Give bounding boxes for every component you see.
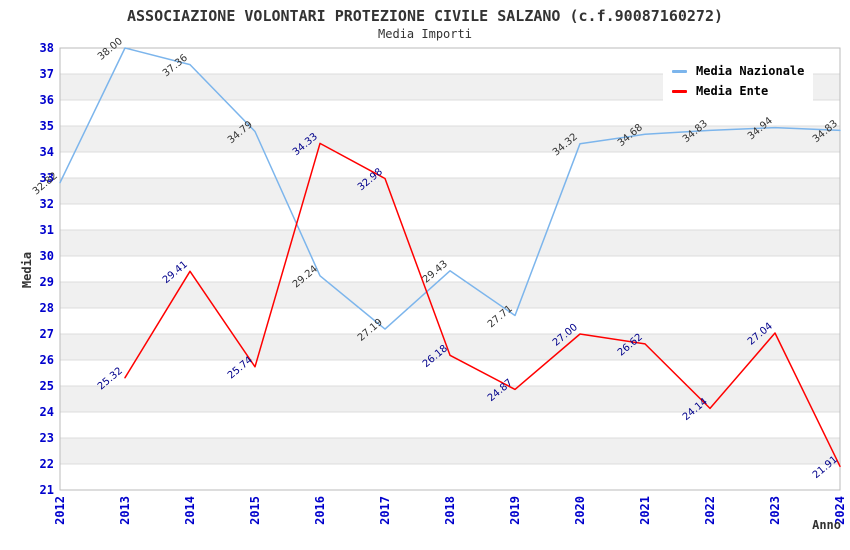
y-tick-label: 22 — [40, 457, 54, 471]
x-tick-label: 2021 — [638, 496, 652, 525]
y-tick-label: 25 — [40, 379, 54, 393]
legend-label-media-nazionale: Media Nazionale — [696, 64, 805, 78]
x-tick-label: 2024 — [833, 496, 847, 525]
y-tick-label: 33 — [40, 171, 54, 185]
y-tick-label: 21 — [40, 483, 54, 497]
y-tick-label: 35 — [40, 119, 54, 133]
grid-band — [60, 386, 840, 412]
y-axis-title: Media — [20, 252, 34, 288]
y-tick-label: 38 — [40, 41, 54, 55]
legend: Media Nazionale Media Ente — [663, 56, 813, 106]
x-axis-title: Anno — [812, 518, 841, 532]
plot-border — [59, 47, 841, 491]
x-tick-label: 2014 — [183, 496, 197, 525]
x-tick-label: 2019 — [508, 496, 522, 525]
x-tick-label: 2017 — [378, 496, 392, 525]
chart-title: ASSOCIAZIONE VOLONTARI PROTEZIONE CIVILE… — [126, 7, 724, 25]
x-tick-label: 2023 — [768, 496, 782, 525]
x-tick-label: 2016 — [313, 496, 327, 525]
grid-band — [60, 438, 840, 464]
y-tick-label: 28 — [40, 301, 54, 315]
legend-label-media-ente: Media Ente — [696, 84, 769, 98]
grid-band — [60, 230, 840, 256]
x-tick-label: 2015 — [248, 496, 262, 525]
chart-subtitle: Media Importi — [378, 27, 472, 41]
y-tick-label: 36 — [40, 93, 54, 107]
y-tick-label: 26 — [40, 353, 54, 367]
y-tick-label: 23 — [40, 431, 54, 445]
y-tick-label: 32 — [40, 197, 54, 211]
series-line-media-ente — [124, 142, 841, 468]
y-tick-label: 30 — [40, 249, 54, 263]
legend-marker-media-ente-icon — [672, 89, 687, 93]
legend-marker-media-nazionale-icon — [672, 69, 687, 73]
x-tick-label: 2020 — [573, 496, 587, 525]
series-line-media-nazionale — [59, 47, 841, 330]
y-tick-label: 29 — [40, 275, 54, 289]
y-tick-label: 34 — [40, 145, 54, 159]
x-tick-label: 2018 — [443, 496, 457, 525]
y-tick-label: 27 — [40, 327, 54, 341]
grid-band — [60, 178, 840, 204]
legend-item-media-nazionale: Media Nazionale — [672, 61, 813, 81]
y-tick-label: 31 — [40, 223, 54, 237]
y-tick-label: 37 — [40, 67, 54, 81]
x-tick-label: 2012 — [53, 496, 67, 525]
y-tick-label: 24 — [40, 405, 54, 419]
legend-item-media-ente: Media Ente — [672, 81, 813, 101]
grid-band — [60, 282, 840, 308]
x-tick-label: 2022 — [703, 496, 717, 525]
x-tick-label: 2013 — [118, 496, 132, 525]
